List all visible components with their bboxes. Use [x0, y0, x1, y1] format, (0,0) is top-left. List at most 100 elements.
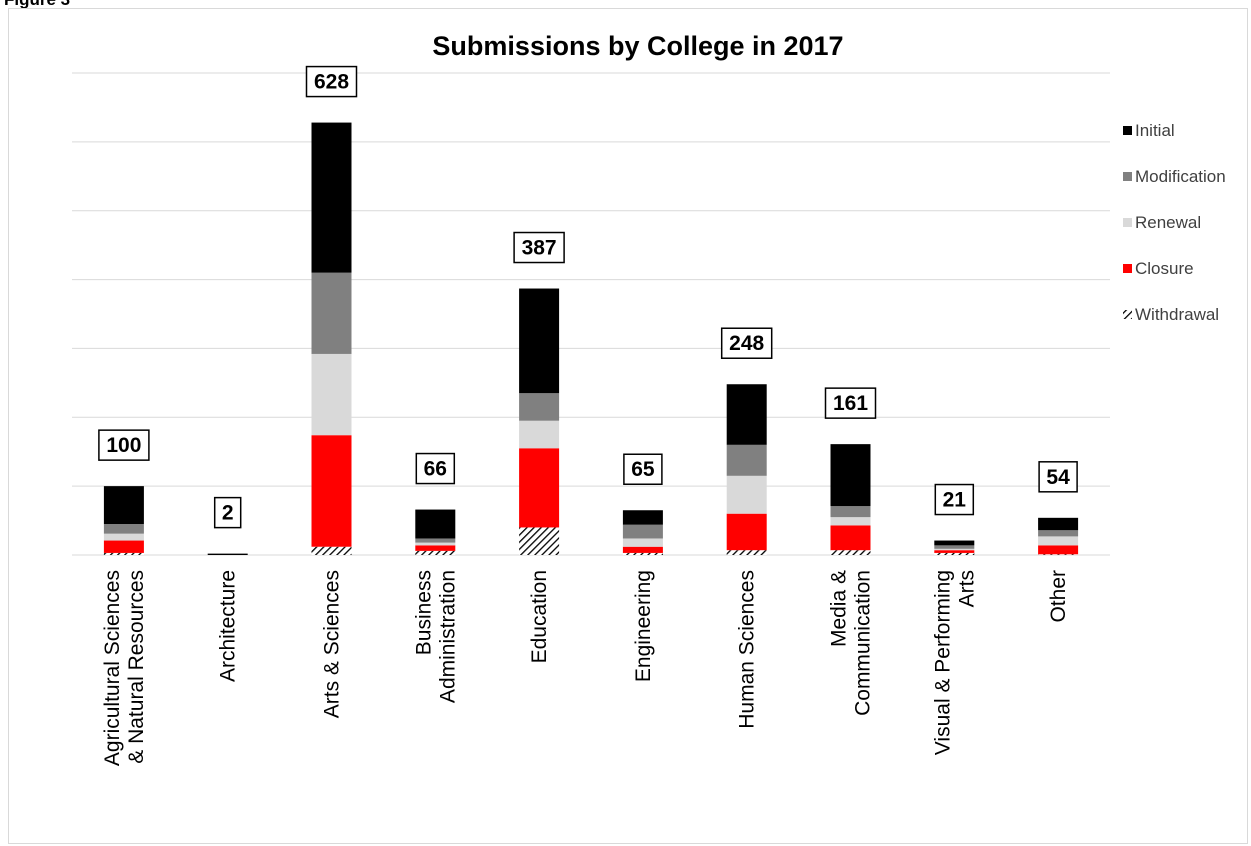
bar-segment-closure: [311, 435, 352, 547]
bar-segment-modification: [415, 538, 456, 543]
bar-segment-closure: [1038, 545, 1079, 555]
x-tick-label-line: Arts & Sciences: [321, 570, 344, 718]
legend-item-modification: Modification: [1123, 167, 1226, 186]
total-label: 248: [720, 327, 773, 359]
bar-segment-closure: [415, 545, 456, 551]
total-label-box: [305, 65, 358, 98]
x-tick-label-line: Business: [412, 570, 435, 655]
x-tick-label: Architecture: [217, 570, 240, 682]
bar-segment-initial: [726, 384, 767, 445]
bar-segment-withdrawal: [311, 546, 352, 555]
total-label: 66: [415, 452, 456, 485]
bar-segment-initial: [103, 486, 144, 525]
total-label-box: [824, 387, 877, 419]
x-tick-label-line: Visual & Performing: [931, 570, 954, 755]
bar-segment-modification: [311, 272, 352, 354]
chart-frame: [8, 8, 1248, 844]
x-tick-label-line: Media &: [828, 570, 851, 647]
bar-segment-modification: [103, 524, 144, 534]
gridlines: [72, 72, 1110, 556]
bar-segment-modification: [622, 524, 663, 539]
bar-segment-modification: [726, 444, 767, 476]
legend-swatch: [1123, 310, 1132, 319]
x-tick-label: Engineering: [632, 570, 655, 682]
total-labels: 100 2 628 66 387 65 248 161 21 54: [98, 65, 1078, 529]
bar-segment-withdrawal: [830, 550, 871, 555]
bar-segment-withdrawal: [519, 527, 560, 555]
bar-segment-withdrawal: [622, 552, 663, 555]
total-label-box: [98, 429, 150, 461]
legend-item-initial: Initial: [1123, 121, 1175, 140]
x-tick-label: Media & Communication: [828, 570, 875, 716]
bar-segment-renewal: [830, 517, 871, 526]
bar-segment-withdrawal: [934, 552, 975, 555]
total-label-text: 628: [314, 71, 349, 94]
bar-segment-closure: [726, 513, 767, 551]
bar-segment-initial: [830, 444, 871, 507]
total-label-text: 100: [106, 434, 141, 457]
bar-segment-withdrawal: [103, 552, 144, 555]
total-label: 628: [305, 65, 358, 98]
bar-segment-renewal: [415, 542, 456, 546]
x-tick-label-line: Arts: [955, 570, 978, 607]
total-label: 2: [213, 496, 242, 529]
x-tick-label: Business Administration: [412, 570, 459, 703]
bar-segment-renewal: [1038, 536, 1079, 546]
total-label: 387: [513, 231, 565, 264]
bar-segment-initial: [934, 540, 975, 546]
total-label-text: 387: [522, 237, 557, 260]
bar-segment-withdrawal: [415, 550, 456, 555]
x-axis-labels: Agricultural Sciences & Natural Resources…: [101, 570, 1070, 766]
bar-segment-initial: [1038, 517, 1079, 531]
total-label: 65: [623, 453, 663, 485]
total-label-box: [513, 231, 565, 264]
bar-segment-modification: [830, 506, 871, 518]
x-tick-label-line: & Natural Resources: [125, 570, 148, 764]
total-label-text: 21: [943, 489, 967, 512]
bar-segment-renewal: [311, 353, 352, 436]
total-label-box: [213, 496, 242, 529]
chart-title: Submissions by College in 2017: [432, 31, 843, 61]
x-tick-label: Human Sciences: [736, 570, 759, 729]
total-label-text: 65: [631, 458, 655, 481]
bar-segment-withdrawal: [726, 550, 767, 555]
total-label: 100: [98, 429, 150, 461]
x-tick-label: Other: [1047, 570, 1070, 623]
total-label-text: 54: [1046, 466, 1070, 489]
legend-label: Modification: [1135, 167, 1226, 186]
total-label-box: [934, 483, 975, 516]
legend-swatch: [1123, 218, 1132, 227]
legend-label: Withdrawal: [1135, 305, 1219, 324]
total-label-text: 248: [729, 332, 764, 355]
bar-segment-renewal: [622, 538, 663, 547]
legend-swatch: [1123, 264, 1132, 273]
bar-segment-renewal: [726, 475, 767, 514]
legend: Initial Modification Renewal Closure Withdra…: [1123, 121, 1226, 324]
bar-segment-modification: [519, 393, 560, 421]
bar-segment-initial: [622, 510, 663, 525]
bar-segment-modification: [1038, 530, 1079, 537]
legend-label: Closure: [1135, 259, 1194, 278]
legend-label: Initial: [1135, 121, 1175, 140]
x-tick-label: Agricultural Sciences & Natural Resources: [101, 570, 148, 766]
total-label-text: 66: [424, 458, 447, 481]
bar-segment-withdrawal: [1038, 554, 1079, 555]
bar-segment-initial: [207, 553, 248, 555]
x-tick-label: Arts & Sciences: [321, 570, 344, 718]
total-label-text: 161: [833, 392, 868, 415]
bar-segment-renewal: [934, 548, 975, 551]
bar-segment-renewal: [103, 533, 144, 541]
x-tick-label-line: Education: [528, 570, 551, 663]
legend-item-closure: Closure: [1123, 259, 1194, 278]
legend-item-withdrawal: Withdrawal: [1123, 305, 1219, 324]
x-tick-label: Visual & Performing Arts: [931, 570, 978, 755]
x-tick-label-line: Communication: [852, 570, 875, 716]
bar-segment-closure: [103, 540, 144, 553]
x-tick-label-line: Agricultural Sciences: [101, 570, 124, 766]
bar-segment-modification: [934, 545, 975, 549]
bar-segment-closure: [934, 550, 975, 553]
legend-swatch: [1123, 172, 1132, 181]
figure-caption: Figure 3: [4, 0, 70, 10]
bar-segment-initial: [519, 288, 560, 394]
total-label: 161: [824, 387, 877, 419]
